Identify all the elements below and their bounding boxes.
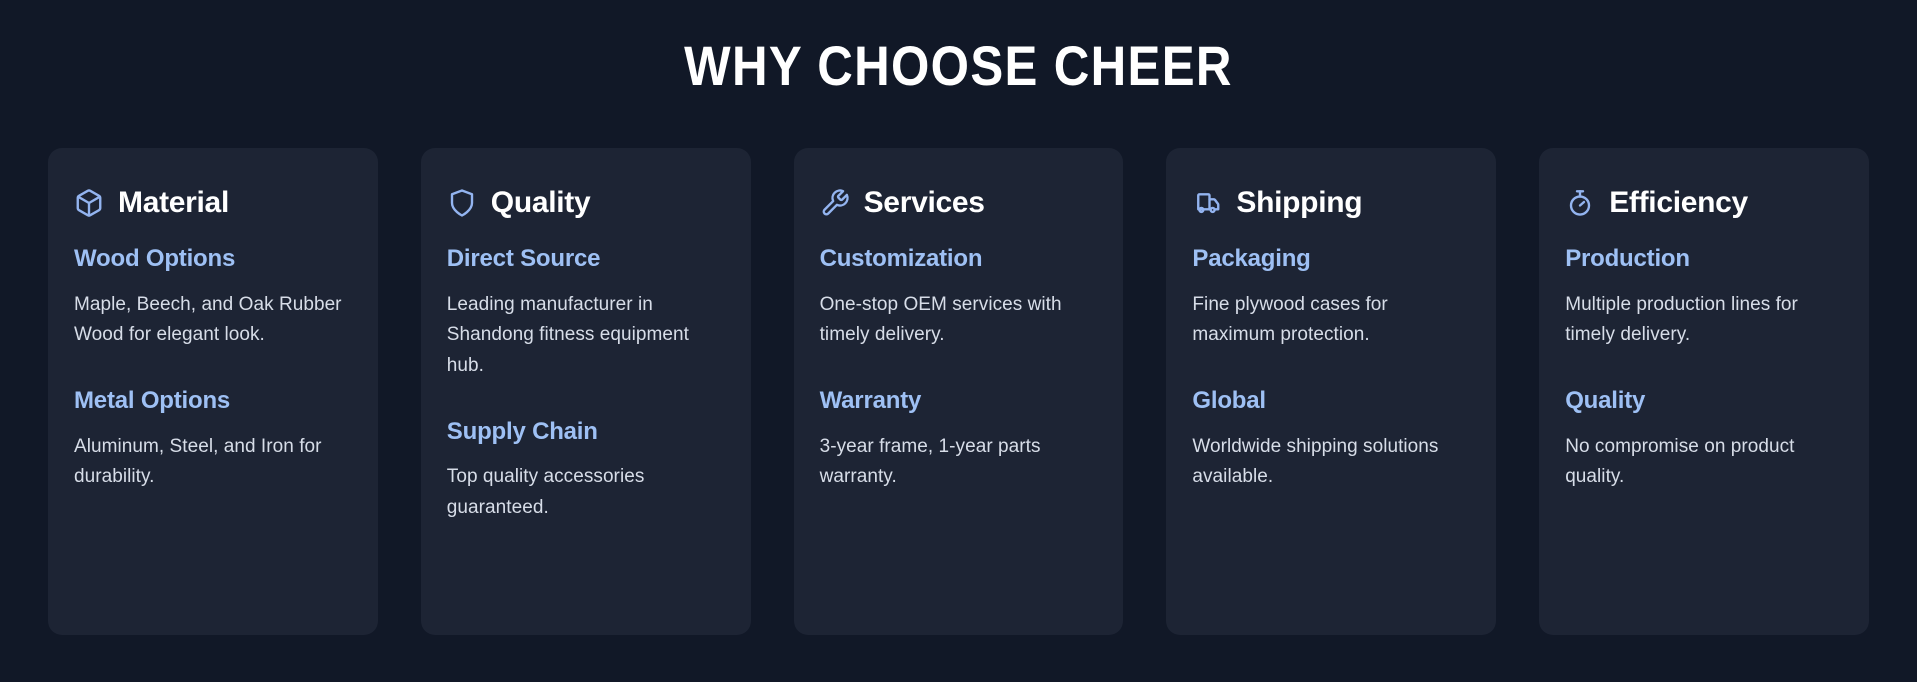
card-title: Shipping xyxy=(1236,186,1363,219)
feature-description: Worldwide shipping solutions available. xyxy=(1192,435,1439,488)
card-header: Quality xyxy=(447,186,725,219)
feature-card-quality: Quality Direct Source Leading manufactur… xyxy=(420,148,751,635)
feature-card-shipping: Shipping Packaging Fine plywood cases fo… xyxy=(1166,148,1497,635)
feature-block: Metal Options Aluminum, Steel, and Iron … xyxy=(74,387,352,493)
feature-title: Production xyxy=(1565,245,1690,272)
card-header: Material xyxy=(74,186,352,219)
feature-title: Warranty xyxy=(819,387,922,415)
feature-description: Multiple production lines for timely del… xyxy=(1565,293,1798,346)
feature-card-services: Services Customization One-stop OEM serv… xyxy=(793,148,1124,635)
feature-title: Direct Source xyxy=(446,245,601,272)
card-title: Efficiency xyxy=(1609,186,1748,219)
feature-description: No compromise on product quality. xyxy=(1565,435,1795,488)
box-icon xyxy=(74,188,104,218)
feature-block: Direct Source Leading manufacturer in Sh… xyxy=(447,245,725,382)
feature-card-grid: Material Wood Options Maple, Beech, and … xyxy=(48,148,1869,635)
spacer xyxy=(820,373,1098,387)
spacer xyxy=(1565,373,1843,387)
card-header: Efficiency xyxy=(1565,186,1843,219)
card-title: Services xyxy=(863,186,985,219)
feature-description: Aluminum, Steel, and Iron for durability… xyxy=(74,435,322,488)
card-title: Quality xyxy=(490,186,591,219)
page-title: WHY CHOOSE CHEER xyxy=(684,34,1233,97)
spacer xyxy=(447,404,725,418)
feature-block: Warranty 3-year frame, 1-year parts warr… xyxy=(820,387,1098,493)
feature-title: Global xyxy=(1192,387,1266,415)
feature-description: Top quality accessories guaranteed. xyxy=(446,466,645,519)
feature-block: Global Worldwide shipping solutions avai… xyxy=(1192,387,1470,493)
spacer xyxy=(74,373,352,387)
feature-block: Supply Chain Top quality accessories gua… xyxy=(447,418,725,524)
spacer xyxy=(1192,373,1470,387)
feature-description: 3-year frame, 1-year parts warranty. xyxy=(819,435,1041,488)
feature-description: Leading manufacturer in Shandong fitness… xyxy=(446,293,689,377)
shield-icon xyxy=(447,188,477,218)
truck-icon xyxy=(1192,188,1222,218)
feature-title: Customization xyxy=(819,245,983,272)
feature-card-material: Material Wood Options Maple, Beech, and … xyxy=(48,148,378,635)
feature-description: Maple, Beech, and Oak Rubber Wood for el… xyxy=(74,293,342,346)
feature-title: Packaging xyxy=(1192,245,1311,272)
feature-card-efficiency: Efficiency Production Multiple productio… xyxy=(1539,148,1869,635)
feature-block: Quality No compromise on product quality… xyxy=(1565,387,1843,493)
stopwatch-icon xyxy=(1565,188,1595,218)
wrench-icon xyxy=(820,188,850,218)
feature-description: One-stop OEM services with timely delive… xyxy=(819,293,1062,346)
feature-block: Wood Options Maple, Beech, and Oak Rubbe… xyxy=(74,245,352,351)
feature-description: Fine plywood cases for maximum protectio… xyxy=(1192,293,1388,346)
card-header: Services xyxy=(820,186,1098,219)
feature-block: Production Multiple production lines for… xyxy=(1565,245,1843,351)
feature-title: Quality xyxy=(1565,387,1646,415)
feature-title: Metal Options xyxy=(74,387,231,415)
card-header: Shipping xyxy=(1192,186,1470,219)
feature-title: Wood Options xyxy=(74,245,236,272)
card-title: Material xyxy=(118,186,229,219)
feature-block: Packaging Fine plywood cases for maximum… xyxy=(1192,245,1470,351)
feature-block: Customization One-stop OEM services with… xyxy=(820,245,1098,351)
feature-title: Supply Chain xyxy=(446,417,598,445)
